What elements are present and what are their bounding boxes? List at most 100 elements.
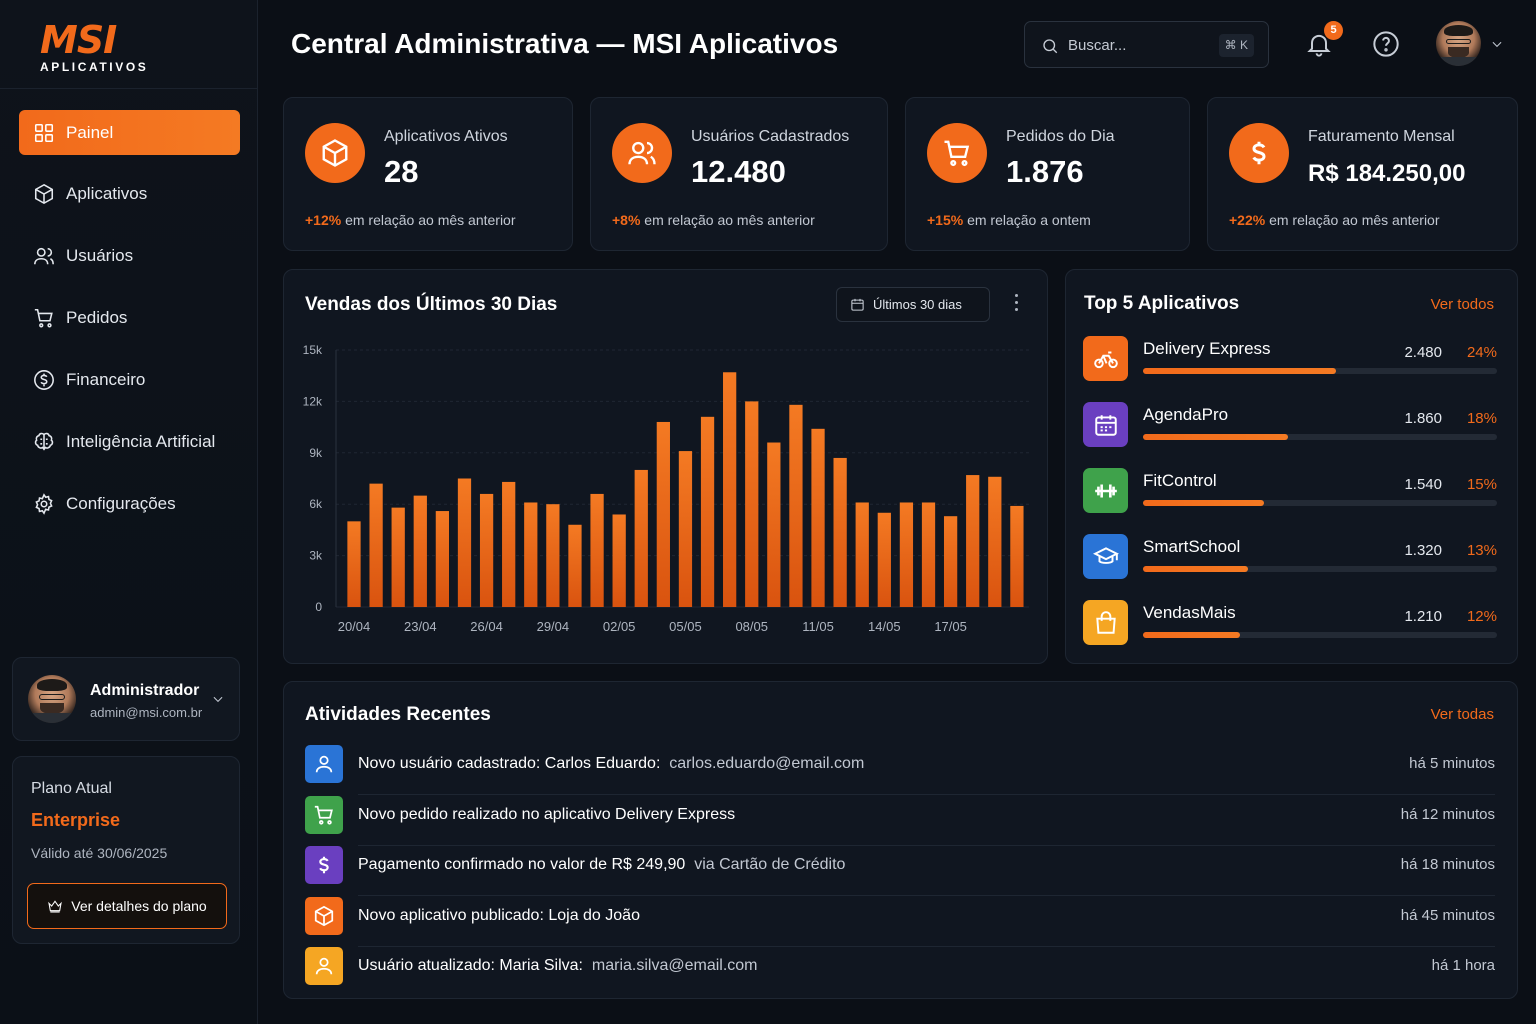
chart-bar <box>767 442 781 607</box>
sidebar-item-configuracoes[interactable]: Configurações <box>19 481 240 526</box>
gear-icon <box>35 492 53 515</box>
header-avatar[interactable] <box>1436 21 1481 66</box>
activity-time: há 45 minutos <box>1400 907 1495 924</box>
user-icon <box>305 947 343 985</box>
brand-tagline: APLICATIVOS <box>40 60 149 74</box>
plan-card: Plano Atual Enterprise Válido até 30/06/… <box>12 756 240 944</box>
sidebar-item-usuarios[interactable]: Usuários <box>19 233 240 278</box>
chart-bar <box>789 404 803 607</box>
x-tick-label: 05/05 <box>669 619 702 634</box>
chart-bar <box>877 512 891 607</box>
plan-name: Enterprise <box>31 810 121 830</box>
page-title: Central Administrativa — MSI Aplicativos <box>291 28 839 59</box>
box-icon <box>305 897 343 935</box>
sidebar-item-label: Aplicativos <box>66 183 148 203</box>
stat-label: Usuários Cadastrados <box>691 128 850 145</box>
brain-icon <box>34 432 54 451</box>
sidebar-item-pedidos[interactable]: Pedidos <box>19 295 240 340</box>
stat-card-users[interactable]: Usuários Cadastrados 12.480 +8% em relaç… <box>590 97 888 251</box>
sidebar-item-label: Configurações <box>66 493 176 513</box>
y-tick-label: 6k <box>309 497 323 511</box>
stat-delta: +22% em relação ao mês anterior <box>1229 212 1440 228</box>
search-icon <box>1043 39 1058 54</box>
stat-card-apps[interactable]: Aplicativos Ativos 28 +12% em relação ao… <box>283 97 573 251</box>
sidebar-item-label: Inteligência Artificial <box>66 431 216 451</box>
app-percent: 18% <box>1466 410 1497 427</box>
app-percent: 12% <box>1466 608 1497 625</box>
notifications-button[interactable] <box>1305 30 1335 60</box>
divider <box>0 88 257 89</box>
y-tick-label: 3k <box>309 549 323 563</box>
sidebar-item-painel[interactable]: Painel <box>19 110 240 155</box>
dollar-icon <box>1229 123 1289 183</box>
chart-bar <box>700 416 715 607</box>
y-tick-label: 9k <box>309 446 323 460</box>
help-button[interactable] <box>1372 30 1402 60</box>
chart-bar <box>413 495 427 607</box>
sales-chart-title: Vendas dos Últimos 30 Dias <box>305 294 558 315</box>
x-tick-label: 11/05 <box>802 619 834 634</box>
app-share-fill <box>1143 434 1288 440</box>
user-card[interactable]: Administrador admin@msi.com.br <box>12 657 240 741</box>
chart-bar <box>590 493 604 607</box>
chart-bar <box>457 478 472 607</box>
user-email: admin@msi.com.br <box>90 705 203 720</box>
shopping-bag-icon <box>1083 600 1128 645</box>
y-tick-label: 15k <box>303 343 323 357</box>
top-app-row[interactable]: Delivery Express 2.480 24% <box>1083 336 1499 386</box>
chevron-down-icon[interactable] <box>211 692 225 706</box>
activity-row[interactable]: Novo usuário cadastrado: Carlos Eduardo:… <box>305 739 1495 795</box>
stat-value: 1.876 <box>1006 154 1084 189</box>
app-count: 1.210 <box>1404 608 1442 625</box>
top-app-row[interactable]: SmartSchool 1.320 13% <box>1083 534 1499 584</box>
chart-bar <box>568 524 582 607</box>
stat-label: Aplicativos Ativos <box>384 128 508 145</box>
activity-row[interactable]: Pagamento confirmado no valor de R$ 249,… <box>305 840 1495 896</box>
view-all-activities-link[interactable]: Ver todas <box>1430 706 1494 723</box>
sidebar-item-label: Pedidos <box>66 307 128 327</box>
stat-card-orders[interactable]: Pedidos do Dia 1.876 +15% em relação a o… <box>905 97 1190 251</box>
calendar-icon <box>851 298 864 311</box>
sidebar-item-financeiro[interactable]: Financeiro <box>19 357 240 402</box>
app-name: SmartSchool <box>1143 537 1241 556</box>
stat-card-revenue[interactable]: Faturamento Mensal R$ 184.250,00 +22% em… <box>1207 97 1518 251</box>
search-input[interactable] <box>1068 31 1208 59</box>
app-share-bar <box>1143 368 1497 374</box>
activity-row[interactable]: Novo pedido realizado no aplicativo Deli… <box>305 790 1495 846</box>
app-share-bar <box>1143 434 1497 440</box>
plan-details-button[interactable]: Ver detalhes do plano <box>27 883 227 929</box>
top-app-row[interactable]: VendasMais 1.210 12% <box>1083 600 1499 650</box>
activities-title: Atividades Recentes <box>305 704 491 725</box>
top-app-row[interactable]: AgendaPro 1.860 18% <box>1083 402 1499 452</box>
chart-bar <box>347 521 361 607</box>
chevron-down-icon[interactable] <box>1490 37 1504 51</box>
chart-bar <box>479 493 494 607</box>
search-box[interactable]: ⌘ K <box>1024 21 1269 68</box>
activity-row[interactable]: Usuário atualizado: Maria Silva: maria.s… <box>305 941 1495 991</box>
app-name: Delivery Express <box>1143 339 1271 358</box>
x-tick-label: 02/05 <box>603 619 636 634</box>
sidebar-item-label: Painel <box>66 122 114 142</box>
stat-value: R$ 184.250,00 <box>1308 160 1466 187</box>
sidebar-item-ia[interactable]: Inteligência Artificial <box>19 419 240 464</box>
activity-text: Usuário atualizado: Maria Silva: maria.s… <box>358 957 758 974</box>
date-range-button[interactable]: Últimos 30 dias <box>836 287 990 322</box>
stat-delta: +12% em relação ao mês anterior <box>305 212 516 228</box>
chart-bar <box>899 502 914 607</box>
activity-time: há 1 hora <box>1431 957 1495 974</box>
app-percent: 15% <box>1466 476 1497 493</box>
stat-label: Faturamento Mensal <box>1308 128 1455 145</box>
activity-row[interactable]: Novo aplicativo publicado: Loja do João … <box>305 891 1495 947</box>
x-tick-label: 29/04 <box>537 619 570 634</box>
sidebar-item-aplicativos[interactable]: Aplicativos <box>19 171 240 216</box>
top-app-row[interactable]: FitControl 1.540 15% <box>1083 468 1499 518</box>
chart-bar <box>988 476 1002 607</box>
activity-text: Novo aplicativo publicado: Loja do João <box>358 907 640 924</box>
chart-bar <box>745 401 759 607</box>
brand-logo[interactable]: MSI APLICATIVOS <box>40 21 150 74</box>
app-count: 1.320 <box>1404 542 1442 559</box>
sales-chart-panel: Vendas dos Últimos 30 Dias Últimos 30 di… <box>283 269 1048 664</box>
view-all-apps-link[interactable]: Ver todos <box>1430 296 1494 313</box>
user-icon <box>305 745 343 783</box>
more-options-icon[interactable] <box>1011 294 1021 316</box>
